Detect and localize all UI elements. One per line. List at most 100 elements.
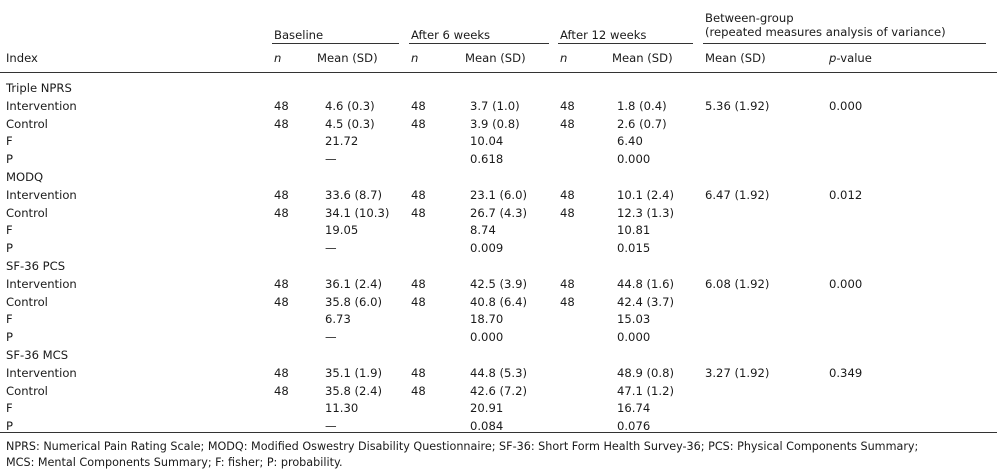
table-cell-bn: 48 [274, 365, 289, 380]
table-cell-index: Intervention [6, 187, 77, 202]
table-cell-cm: 48.9 (0.8) [617, 365, 674, 380]
table-cell-bm: 21.72 [325, 134, 359, 149]
table-cell-index: SF-36 PCS [6, 259, 66, 273]
table-cell-bm: 19.05 [325, 223, 359, 238]
col-header-baseline-mean: Mean (SD) [317, 51, 378, 65]
group-header-baseline: Baseline [274, 28, 324, 42]
table-cell-bm: 11.30 [325, 401, 359, 416]
header-rule [0, 72, 997, 73]
table-cell-cm: 42.4 (3.7) [617, 294, 674, 309]
table-cell-index: SF-36 MCS [6, 348, 69, 362]
table-cell-cm: 0.015 [617, 241, 651, 256]
table-cell-am: 0.000 [470, 330, 504, 345]
table-cell-bn: 48 [274, 276, 289, 291]
table-cell-am: 10.04 [470, 134, 504, 149]
group-underline-week6 [409, 43, 549, 44]
col-header-week12-n: n [560, 51, 568, 65]
table-cell-am: 42.6 (7.2) [470, 383, 527, 398]
table-cell-an: 48 [411, 98, 426, 113]
table-cell-cm: 15.03 [617, 312, 651, 327]
col-header-week12-mean: Mean (SD) [612, 51, 673, 65]
table-cell-index: Intervention [6, 276, 77, 291]
p-letter: p [829, 51, 837, 65]
table-cell-cn: 48 [560, 294, 575, 309]
table-cell-index: Triple NPRS [6, 81, 72, 95]
p-suffix: -value [836, 51, 872, 65]
group-header-week12: After 12 weeks [560, 28, 647, 42]
table-cell-index: P [6, 330, 13, 345]
table-cell-bm: 4.6 (0.3) [325, 98, 375, 113]
footnote: NPRS: Numerical Pain Rating Scale; MODQ:… [6, 439, 918, 471]
table-cell-am: 8.74 [470, 223, 496, 238]
table-cell-bn: 48 [274, 98, 289, 113]
table-cell-gp: 0.000 [829, 276, 863, 291]
table-cell-bn: 48 [274, 116, 289, 131]
table-cell-gm: 6.47 (1.92) [705, 187, 770, 202]
table-cell-cm: 2.6 (0.7) [617, 116, 667, 131]
table-cell-gm: 6.08 (1.92) [705, 276, 770, 291]
table-cell-bn: 48 [274, 383, 289, 398]
table-cell-bm: 36.1 (2.4) [325, 276, 382, 291]
table-cell-index: Intervention [6, 365, 77, 380]
table-cell-index: F [6, 223, 13, 238]
group-underline-week12 [558, 43, 693, 44]
table-cell-bm: 33.6 (8.7) [325, 187, 382, 202]
group-underline-baseline [272, 43, 399, 44]
table-cell-cm: 10.81 [617, 223, 651, 238]
bottom-rule [0, 432, 997, 433]
table-cell-bm: 35.8 (6.0) [325, 294, 382, 309]
table-cell-am: 0.084 [470, 419, 504, 434]
table-cell-an: 48 [411, 383, 426, 398]
footnote-line-1: NPRS: Numerical Pain Rating Scale; MODQ:… [6, 440, 919, 453]
table-cell-bm: — [325, 152, 337, 167]
table-cell-am: 42.5 (3.9) [470, 276, 527, 291]
table-cell-an: 48 [411, 205, 426, 220]
table-cell-index: Intervention [6, 98, 77, 113]
table-cell-cn: 48 [560, 276, 575, 291]
col-header-baseline-n: n [274, 51, 282, 65]
table-cell-bm: 35.8 (2.4) [325, 383, 382, 398]
table-cell-bm: — [325, 330, 337, 345]
table-cell-bn: 48 [274, 205, 289, 220]
table-cell-gm: 3.27 (1.92) [705, 365, 770, 380]
table-cell-bm: 34.1 (10.3) [325, 205, 390, 220]
table-cell-cm: 0.000 [617, 152, 651, 167]
table-cell-index: Control [6, 116, 48, 131]
footnote-line-2: MCS: Mental Components Summary; F: fishe… [6, 456, 343, 469]
table-cell-an: 48 [411, 365, 426, 380]
table-cell-am: 3.9 (0.8) [470, 116, 520, 131]
group-header-week6: After 6 weeks [411, 28, 491, 42]
table-cell-gm: 5.36 (1.92) [705, 98, 770, 113]
table-cell-am: 40.8 (6.4) [470, 294, 527, 309]
table-cell-am: 20.91 [470, 401, 504, 416]
table-cell-bm: — [325, 241, 337, 256]
table-cell-index: Control [6, 383, 48, 398]
table-cell-index: P [6, 241, 13, 256]
table-cell-bn: 48 [274, 187, 289, 202]
table-cell-am: 44.8 (5.3) [470, 365, 527, 380]
table-cell-index: F [6, 134, 13, 149]
table-cell-gp: 0.012 [829, 187, 863, 202]
table-cell-index: Control [6, 205, 48, 220]
table-cell-cm: 0.076 [617, 419, 651, 434]
table-cell-bm: 35.1 (1.9) [325, 365, 382, 380]
table-cell-bm: 6.73 [325, 312, 351, 327]
table-cell-cn: 48 [560, 187, 575, 202]
table-cell-bm: — [325, 419, 337, 434]
table-cell-cm: 44.8 (1.6) [617, 276, 674, 291]
table-cell-cm: 1.8 (0.4) [617, 98, 667, 113]
table-cell-an: 48 [411, 276, 426, 291]
table-cell-index: P [6, 419, 13, 434]
table-cell-an: 48 [411, 294, 426, 309]
table-cell-index: MODQ [6, 170, 44, 184]
table-cell-cm: 12.3 (1.3) [617, 205, 674, 220]
table-cell-am: 0.618 [470, 152, 504, 167]
table-cell-gp: 0.349 [829, 365, 863, 380]
col-header-week6-mean: Mean (SD) [465, 51, 526, 65]
table-cell-cm: 10.1 (2.4) [617, 187, 674, 202]
group-header-between-line1: Between-group [705, 11, 794, 25]
col-header-index: Index [6, 51, 38, 65]
table-cell-gp: 0.000 [829, 98, 863, 113]
table-cell-cn: 48 [560, 205, 575, 220]
table-cell-an: 48 [411, 116, 426, 131]
